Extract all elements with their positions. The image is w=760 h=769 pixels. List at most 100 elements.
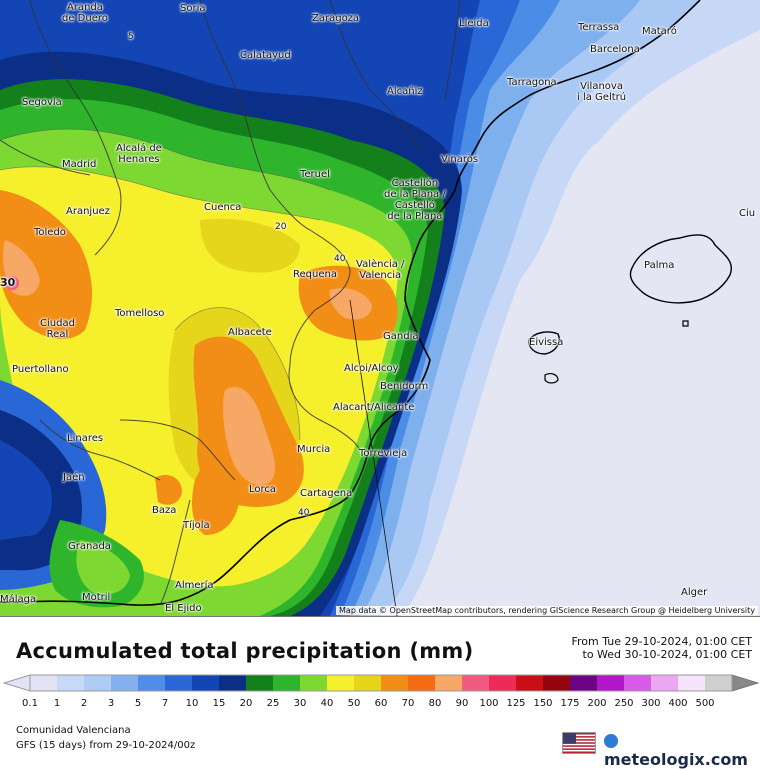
city-label-lorca: Lorca xyxy=(249,484,277,495)
city-label-valencia: València / Valencia xyxy=(356,259,405,281)
city-label-requena: Requena xyxy=(293,269,337,280)
scale-tick-label: 25 xyxy=(267,698,280,709)
city-label-eivissa: Eivissa xyxy=(529,337,564,348)
scale-tick-label: 175 xyxy=(560,698,579,709)
scale-swatch xyxy=(462,675,490,691)
scale-arrow-high xyxy=(731,674,760,692)
city-label-ciu: Ciu xyxy=(739,208,756,219)
contour-label: 5 xyxy=(128,32,134,42)
scale-tick-label: 30 xyxy=(294,698,307,709)
scale-swatch xyxy=(516,675,544,691)
valid-to: to Wed 30-10-2024, 01:00 CET xyxy=(582,648,753,661)
city-label-aranda: Aranda de Duero xyxy=(62,2,108,24)
city-label-tarragona: Tarragona xyxy=(507,77,557,88)
city-label-albacete: Albacete xyxy=(228,327,272,338)
city-label-teruel: Teruel xyxy=(300,169,330,180)
scale-tick-label: 2 xyxy=(81,698,87,709)
scale-swatch xyxy=(30,675,58,691)
city-label-granada: Granada xyxy=(68,541,111,552)
city-label-almeria: Almería xyxy=(175,580,214,591)
scale-border xyxy=(29,674,733,692)
scale-swatch xyxy=(273,675,301,691)
scale-tick-label: 125 xyxy=(506,698,525,709)
scale-swatch xyxy=(192,675,220,691)
city-label-soria: Soria xyxy=(180,3,206,14)
scale-swatch xyxy=(327,675,355,691)
scale-tick-label: 100 xyxy=(479,698,498,709)
scale-tick-label: 15 xyxy=(213,698,226,709)
scale-swatch xyxy=(597,675,625,691)
city-label-vilanova: Vilanova i la Geltrú xyxy=(577,81,627,103)
city-label-jaen: Jaén xyxy=(63,472,85,483)
brand-logo[interactable]: meteologix.com xyxy=(604,731,760,769)
scale-tick-label: 7 xyxy=(162,698,168,709)
city-label-castellon: Castellón de la Plana / Castelló de la P… xyxy=(384,178,446,222)
scale-tick-label: 300 xyxy=(641,698,660,709)
city-label-palma: Palma xyxy=(644,260,675,271)
city-label-alicante: Alacant/Alicante xyxy=(333,402,415,413)
scale-swatch xyxy=(219,675,247,691)
scale-tick-label: 200 xyxy=(587,698,606,709)
scale-tick-label: 80 xyxy=(429,698,442,709)
scale-swatch xyxy=(300,675,328,691)
scale-tick-label: 10 xyxy=(186,698,199,709)
scale-tick-label: 250 xyxy=(614,698,633,709)
city-label-barcelona: Barcelona xyxy=(590,44,640,55)
scale-tick-label: 500 xyxy=(695,698,714,709)
us-flag-icon[interactable] xyxy=(562,732,596,754)
scale-swatch xyxy=(651,675,679,691)
valid-from: From Tue 29-10-2024, 01:00 CET xyxy=(571,635,752,648)
scale-swatch xyxy=(435,675,463,691)
contour-label: 30 xyxy=(0,276,16,289)
city-label-ciudad-real: Ciudad Real xyxy=(40,318,75,340)
precipitation-map[interactable]: 5 20 40 40 30 Aranda de Duero Soria Zara… xyxy=(0,0,760,616)
city-label-tomelloso: Tomelloso xyxy=(115,308,165,319)
city-label-alcaniz: Alcañiz xyxy=(387,86,423,97)
meteologix-logo-icon xyxy=(604,734,618,748)
scale-swatch xyxy=(84,675,112,691)
scale-swatch xyxy=(246,675,274,691)
region-name: Comunidad Valenciana xyxy=(16,725,131,736)
city-label-vinaros: Vinaròs xyxy=(441,154,479,165)
city-label-motril: Motril xyxy=(82,592,111,603)
city-label-aranjuez: Aranjuez xyxy=(66,206,110,217)
scale-tick-label: 50 xyxy=(348,698,361,709)
scale-swatch xyxy=(354,675,382,691)
city-label-puertollano: Puertollano xyxy=(12,364,69,375)
city-label-zaragoza: Zaragoza xyxy=(312,13,360,24)
city-label-linares: Linares xyxy=(67,433,104,444)
map-attribution[interactable]: Map data © OpenStreetMap contributors, r… xyxy=(336,606,758,615)
city-label-cartagena: Cartagena xyxy=(300,488,353,499)
scale-swatch xyxy=(57,675,85,691)
scale-tick-label: 400 xyxy=(668,698,687,709)
scale-tick-label: 3 xyxy=(108,698,114,709)
city-label-baza: Baza xyxy=(152,505,177,516)
scale-swatch xyxy=(705,675,733,691)
city-label-benidorm: Benidorm xyxy=(380,381,429,392)
city-label-lleida: Lleida xyxy=(459,18,489,29)
city-label-murcia: Murcia xyxy=(297,444,331,455)
scale-tick-label: 40 xyxy=(321,698,334,709)
legend-panel: Accumulated total precipitation (mm) Fro… xyxy=(0,616,760,769)
legend-title: Accumulated total precipitation (mm) xyxy=(16,639,474,663)
scale-tick-label: 5 xyxy=(135,698,141,709)
precipitation-field xyxy=(0,0,760,616)
city-label-madrid: Madrid xyxy=(62,159,97,170)
scale-swatch xyxy=(165,675,193,691)
scale-swatch xyxy=(408,675,436,691)
city-label-alcoy: Alcoi/Alcoy xyxy=(344,363,399,374)
scale-tick-label: 90 xyxy=(456,698,469,709)
city-label-tijola: Tíjola xyxy=(183,520,210,531)
city-label-torrevieja: Torrevieja xyxy=(359,448,408,459)
city-label-terrassa: Terrassa xyxy=(578,22,620,33)
scale-tick-label: 0.1 xyxy=(22,698,38,709)
scale-swatch xyxy=(543,675,571,691)
city-label-toledo: Toledo xyxy=(34,227,66,238)
city-label-alger: Alger xyxy=(681,587,708,598)
scale-tick-label: 150 xyxy=(533,698,552,709)
city-label-el-ejido: El Ejido xyxy=(165,603,202,614)
scale-swatch xyxy=(624,675,652,691)
contour-label: 20 xyxy=(275,222,287,232)
contour-label: 40 xyxy=(298,508,310,518)
scale-arrow-low xyxy=(2,674,31,692)
